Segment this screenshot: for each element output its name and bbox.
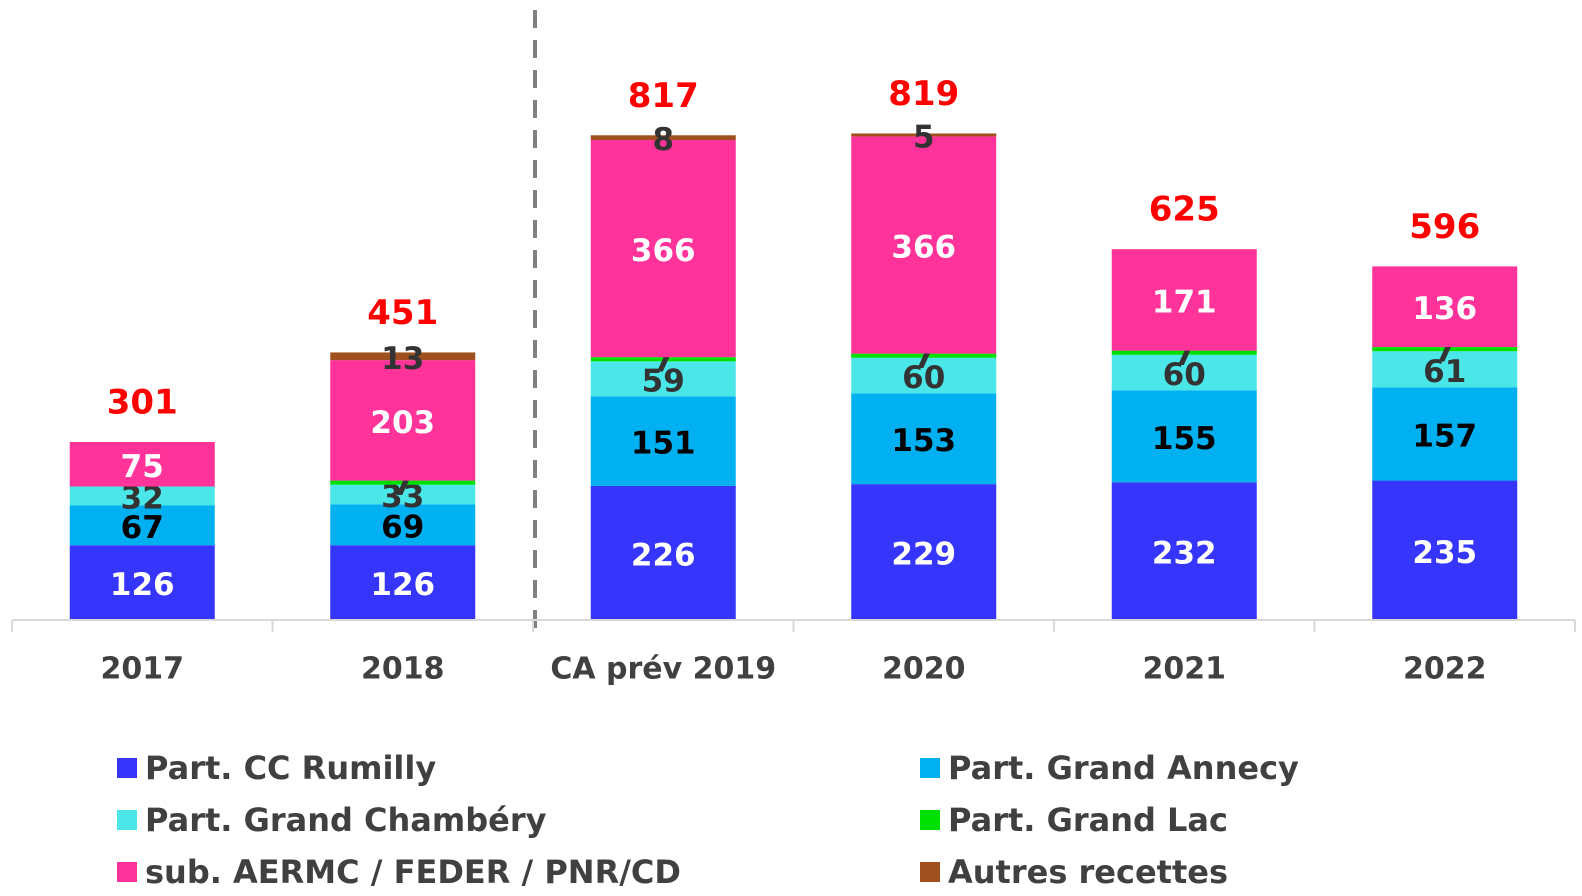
bar-segment — [851, 136, 997, 354]
bar-segment — [330, 360, 476, 481]
total-label: 451 — [367, 293, 438, 333]
bar-segment — [590, 485, 736, 620]
value-label: 151 — [631, 426, 696, 462]
bar-segment — [590, 135, 736, 141]
bar-segment — [851, 357, 997, 394]
value-label: 5 — [913, 119, 935, 155]
bar-segment — [1111, 390, 1257, 483]
value-label: 232 — [1152, 536, 1217, 572]
legend-swatch — [920, 758, 940, 778]
legend-swatch — [920, 862, 940, 882]
value-label: 203 — [370, 405, 435, 441]
value-label: 229 — [891, 537, 956, 573]
x-tick-label: 2018 — [361, 652, 445, 687]
x-tick-label: 2022 — [1403, 652, 1487, 687]
bar-segment — [851, 133, 997, 137]
value-label: 69 — [381, 509, 424, 545]
value-label: 67 — [121, 510, 164, 546]
bar-segment — [1111, 249, 1257, 351]
x-tick-label: CA prév 2019 — [550, 652, 776, 687]
value-label: 60 — [902, 360, 945, 396]
value-label: 136 — [1412, 291, 1477, 327]
bar-segment — [590, 361, 736, 397]
bar-segment — [1372, 480, 1518, 620]
value-label: 171 — [1152, 284, 1217, 320]
total-label: 301 — [107, 383, 178, 423]
value-label: 126 — [110, 567, 175, 603]
legend-swatch — [920, 810, 940, 830]
bar-segment — [1372, 387, 1518, 481]
value-label: 13 — [381, 341, 424, 377]
legend-swatch — [117, 862, 137, 882]
x-tick-label: 2021 — [1143, 652, 1227, 687]
value-label: 226 — [631, 537, 696, 573]
legend-label: Part. CC Rumilly — [145, 749, 436, 787]
total-label: 625 — [1149, 190, 1220, 230]
bar-segment — [330, 504, 476, 546]
value-label: 75 — [121, 449, 164, 485]
bar-segment — [851, 393, 997, 485]
value-label: 157 — [1412, 419, 1477, 455]
bar-segment — [851, 484, 997, 620]
bar-segment — [69, 442, 215, 487]
bar-segment — [1111, 350, 1257, 355]
bar-segment — [1372, 266, 1518, 348]
bar-segment — [330, 484, 476, 505]
bar-segment — [590, 140, 736, 358]
value-label: 60 — [1163, 357, 1206, 393]
value-label: 155 — [1152, 421, 1217, 457]
legend-label: Autres recettes — [948, 853, 1228, 891]
total-label: 819 — [888, 74, 959, 114]
total-label: 596 — [1409, 207, 1480, 247]
legend-label: Part. Grand Lac — [948, 801, 1228, 839]
value-label: 33 — [381, 479, 424, 515]
legend-swatch — [117, 810, 137, 830]
legend-label: Part. Grand Chambéry — [145, 801, 547, 839]
value-label: 153 — [891, 423, 956, 459]
legend-label: Part. Grand Annecy — [948, 749, 1299, 787]
value-label: 366 — [631, 233, 696, 269]
total-label: 817 — [628, 76, 699, 116]
value-label: 8 — [652, 122, 674, 158]
legend-swatch — [117, 758, 137, 778]
bar-segment — [1372, 347, 1518, 352]
bar-segment — [1111, 482, 1257, 620]
bar-segment — [1372, 351, 1518, 388]
bar-segment — [590, 396, 736, 486]
value-label: 235 — [1412, 535, 1477, 571]
bar-segment — [590, 357, 736, 362]
bar-segment — [330, 480, 476, 485]
value-label: 366 — [891, 230, 956, 266]
value-label: 59 — [642, 363, 685, 399]
bar-segment — [69, 545, 215, 620]
bar-segment — [851, 353, 997, 358]
x-tick-label: 2017 — [101, 652, 185, 687]
bar-segment — [1111, 354, 1257, 391]
bar-segment — [330, 352, 476, 361]
bar-segment — [330, 545, 476, 620]
legend-label: sub. AERMC / FEDER / PNR/CD — [145, 853, 681, 891]
bar-segment — [69, 505, 215, 546]
x-tick-label: 2020 — [882, 652, 966, 687]
bar-segment — [69, 486, 215, 506]
value-label: 61 — [1423, 354, 1466, 390]
value-label: 126 — [370, 567, 435, 603]
